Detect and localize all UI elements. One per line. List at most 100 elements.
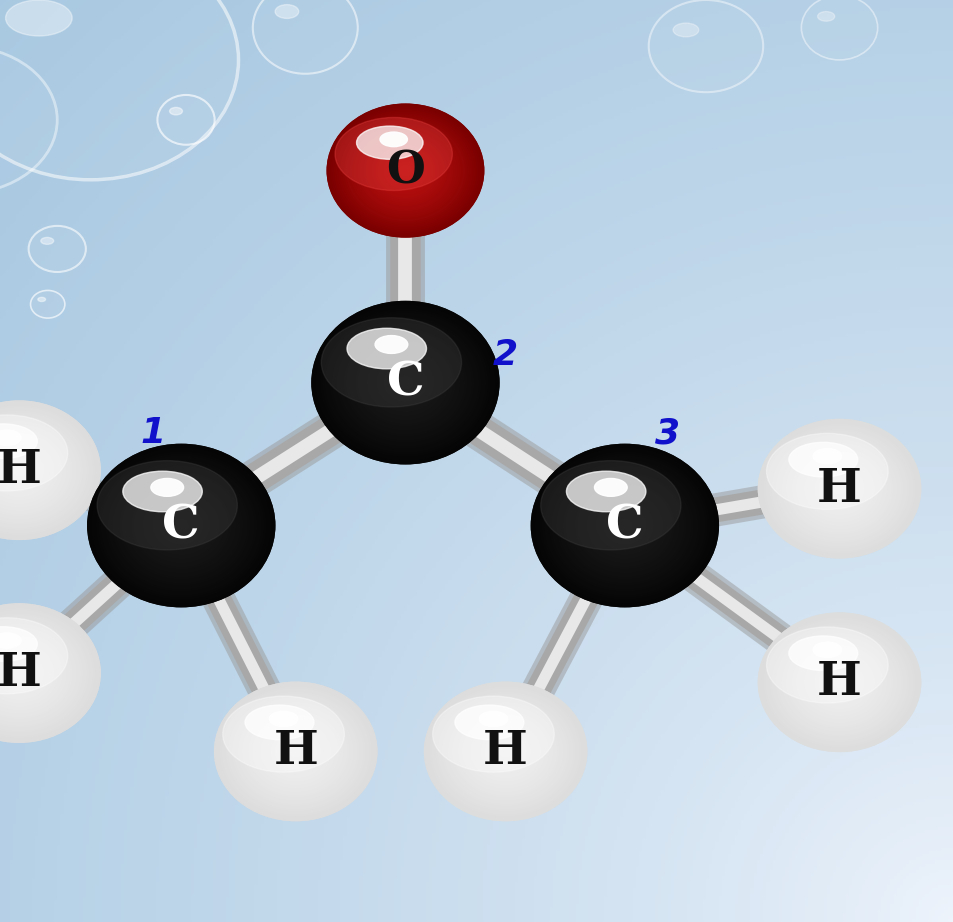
Ellipse shape — [283, 741, 308, 762]
Ellipse shape — [139, 489, 223, 562]
Ellipse shape — [349, 334, 461, 431]
Ellipse shape — [94, 451, 268, 600]
Ellipse shape — [495, 743, 516, 760]
Ellipse shape — [316, 305, 494, 460]
Ellipse shape — [30, 290, 65, 318]
Ellipse shape — [798, 647, 879, 717]
Ellipse shape — [347, 328, 426, 369]
Ellipse shape — [600, 505, 648, 546]
Text: H: H — [0, 650, 41, 696]
Ellipse shape — [354, 338, 456, 427]
Ellipse shape — [379, 132, 407, 147]
Ellipse shape — [375, 146, 435, 195]
Ellipse shape — [774, 433, 903, 544]
Ellipse shape — [0, 644, 53, 703]
Ellipse shape — [314, 303, 497, 462]
Ellipse shape — [826, 672, 851, 692]
Ellipse shape — [398, 376, 412, 389]
Ellipse shape — [428, 686, 582, 817]
Ellipse shape — [464, 717, 545, 786]
Ellipse shape — [0, 633, 66, 713]
Ellipse shape — [0, 637, 62, 709]
Ellipse shape — [555, 465, 694, 586]
Ellipse shape — [573, 481, 676, 570]
Ellipse shape — [128, 479, 234, 573]
Ellipse shape — [758, 613, 920, 751]
Ellipse shape — [5, 661, 33, 685]
Ellipse shape — [153, 502, 209, 550]
Ellipse shape — [373, 354, 437, 411]
Ellipse shape — [478, 729, 532, 774]
Ellipse shape — [401, 167, 409, 174]
Ellipse shape — [788, 636, 857, 670]
Ellipse shape — [0, 407, 94, 534]
Ellipse shape — [335, 117, 452, 191]
Ellipse shape — [134, 485, 228, 566]
Ellipse shape — [136, 487, 226, 564]
Ellipse shape — [281, 739, 310, 763]
Ellipse shape — [471, 722, 539, 781]
Ellipse shape — [346, 121, 463, 220]
Ellipse shape — [132, 483, 230, 568]
Ellipse shape — [0, 610, 92, 736]
Ellipse shape — [160, 507, 202, 544]
Ellipse shape — [353, 125, 457, 216]
Ellipse shape — [817, 469, 861, 508]
Text: H: H — [817, 466, 861, 512]
Ellipse shape — [234, 700, 356, 803]
Ellipse shape — [786, 443, 891, 534]
Text: C: C — [605, 502, 643, 549]
Ellipse shape — [377, 359, 433, 407]
Ellipse shape — [15, 669, 23, 677]
Ellipse shape — [125, 477, 237, 574]
Ellipse shape — [0, 618, 84, 728]
Ellipse shape — [545, 456, 703, 595]
Ellipse shape — [366, 137, 444, 204]
Ellipse shape — [821, 667, 857, 698]
Ellipse shape — [578, 485, 671, 566]
Ellipse shape — [540, 461, 680, 550]
Ellipse shape — [0, 633, 21, 648]
Ellipse shape — [830, 675, 846, 690]
Ellipse shape — [97, 453, 265, 598]
Ellipse shape — [243, 706, 348, 797]
Ellipse shape — [804, 459, 873, 518]
Ellipse shape — [385, 154, 424, 187]
Ellipse shape — [0, 405, 96, 536]
Ellipse shape — [810, 465, 867, 513]
Ellipse shape — [0, 640, 57, 706]
Ellipse shape — [381, 362, 428, 403]
Ellipse shape — [269, 729, 322, 774]
Ellipse shape — [778, 631, 900, 734]
Ellipse shape — [537, 451, 711, 600]
Ellipse shape — [251, 714, 340, 789]
Ellipse shape — [9, 462, 30, 479]
Ellipse shape — [780, 439, 898, 538]
Ellipse shape — [356, 126, 422, 160]
Ellipse shape — [390, 158, 420, 183]
Ellipse shape — [0, 623, 78, 723]
Ellipse shape — [0, 451, 41, 490]
Ellipse shape — [814, 468, 862, 509]
Ellipse shape — [342, 328, 468, 437]
Ellipse shape — [38, 297, 46, 301]
Ellipse shape — [497, 745, 513, 758]
Ellipse shape — [566, 471, 645, 512]
Ellipse shape — [17, 468, 21, 472]
Ellipse shape — [828, 674, 849, 691]
Ellipse shape — [0, 431, 66, 510]
Ellipse shape — [0, 618, 68, 694]
Ellipse shape — [824, 477, 853, 501]
Ellipse shape — [812, 643, 841, 657]
Ellipse shape — [613, 515, 636, 536]
Ellipse shape — [41, 238, 53, 244]
Ellipse shape — [763, 619, 914, 746]
Ellipse shape — [167, 514, 195, 538]
Ellipse shape — [788, 639, 889, 726]
Ellipse shape — [475, 726, 536, 777]
Ellipse shape — [323, 312, 487, 454]
Ellipse shape — [368, 350, 442, 415]
Ellipse shape — [758, 420, 920, 558]
Ellipse shape — [467, 718, 543, 785]
Ellipse shape — [90, 446, 273, 605]
